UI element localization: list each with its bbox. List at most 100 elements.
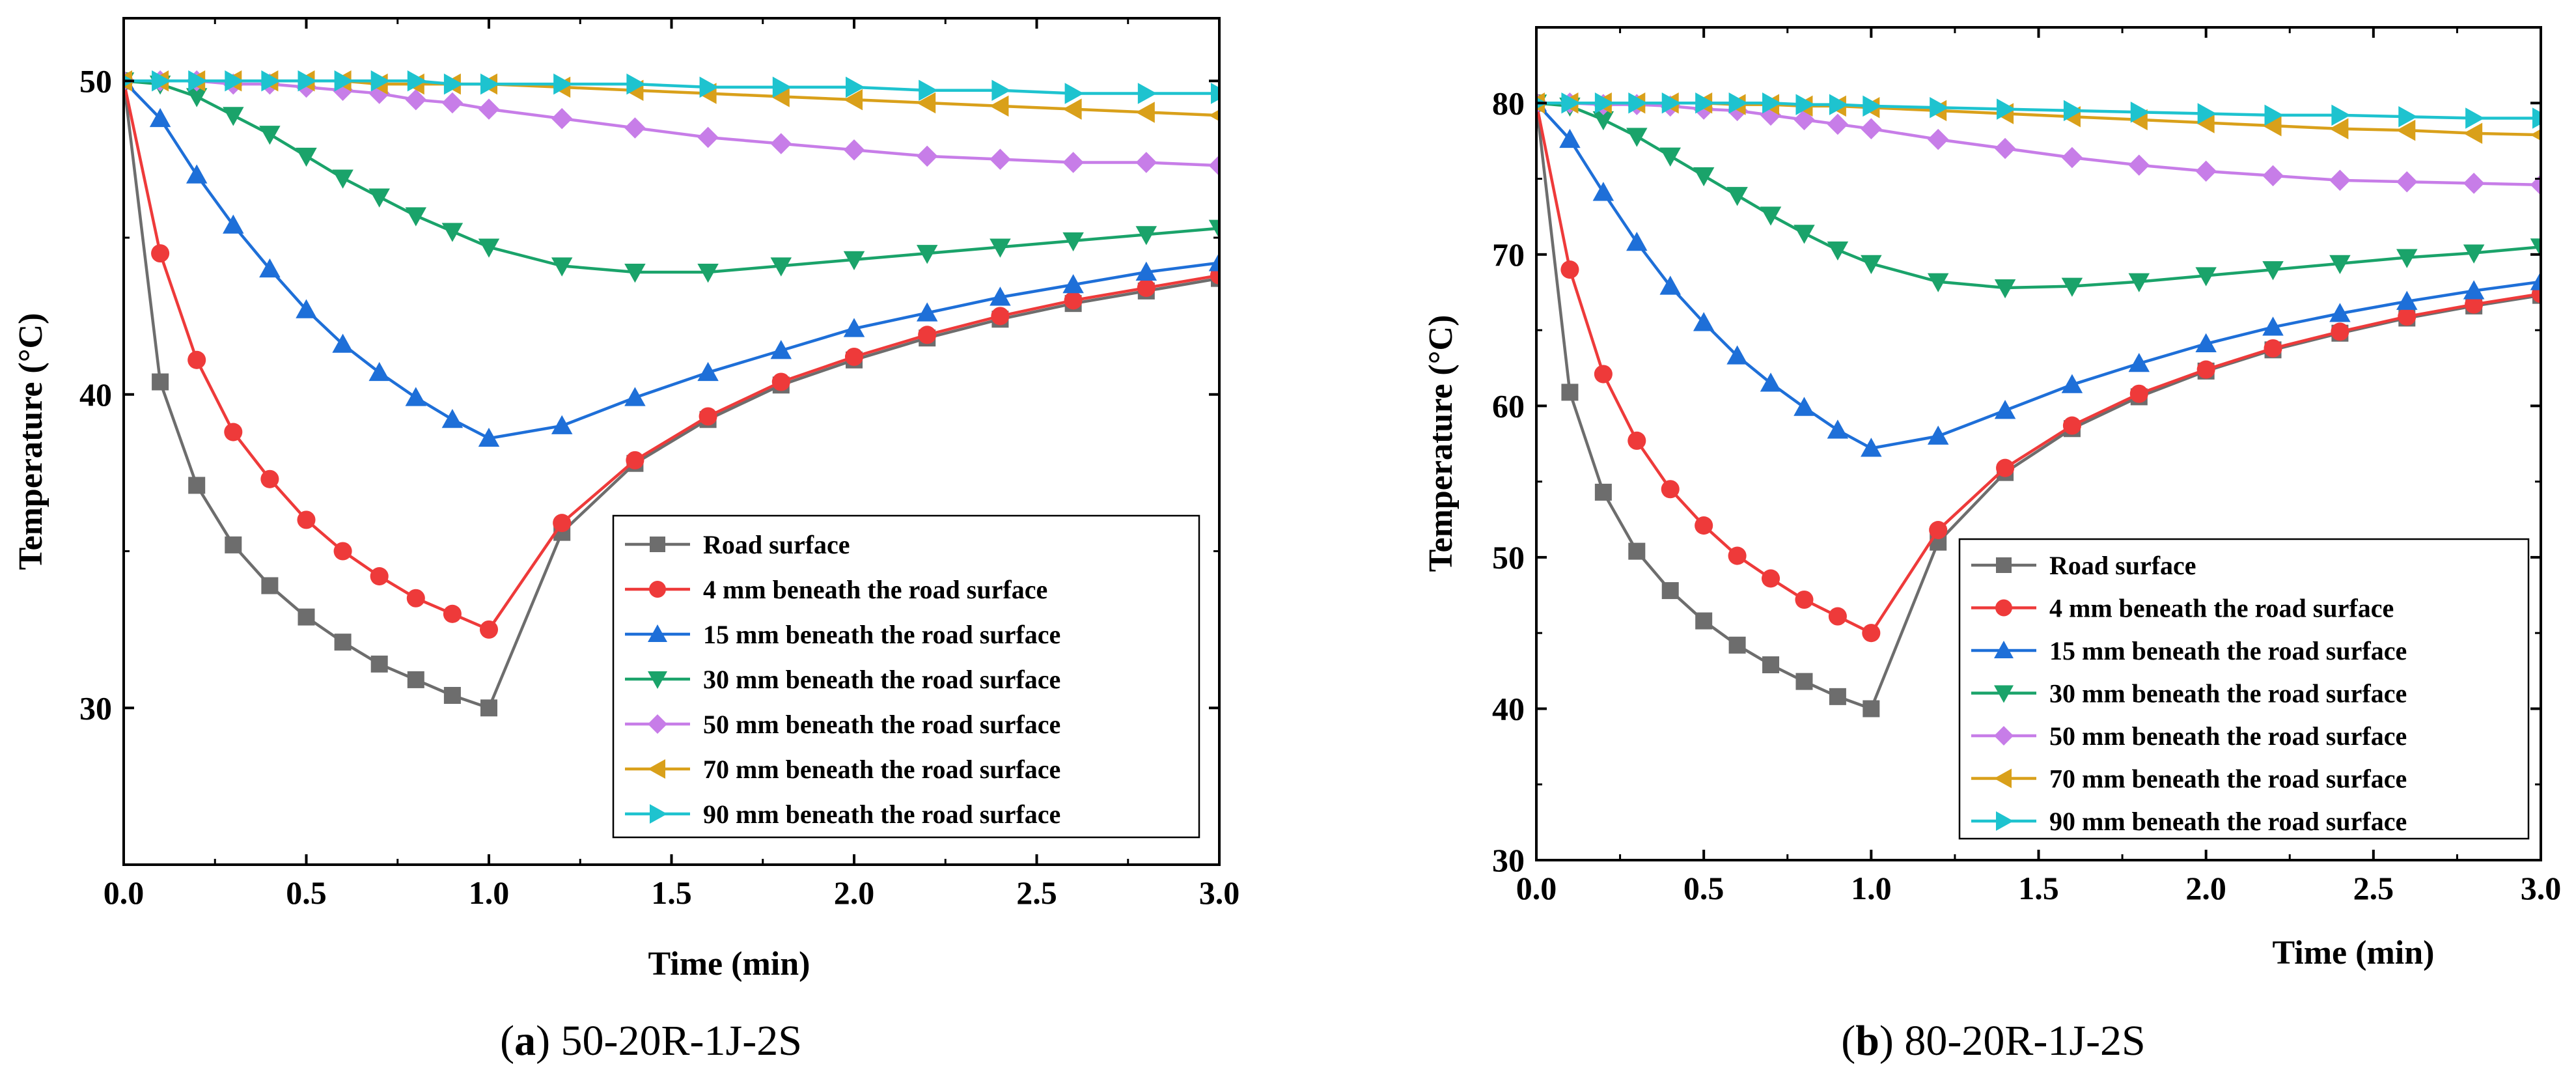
legend-item: 30 mm beneath the road surface xyxy=(1971,679,2407,708)
x-tick-label: 2.0 xyxy=(834,874,875,911)
data-point xyxy=(2396,119,2416,141)
data-point xyxy=(1594,483,1612,501)
data-point xyxy=(990,148,1011,170)
data-point xyxy=(1661,92,1681,114)
data-point xyxy=(2262,261,2284,281)
data-point xyxy=(480,699,497,717)
data-point xyxy=(1827,419,1849,439)
data-point xyxy=(260,469,279,488)
data-point xyxy=(405,387,427,406)
data-point xyxy=(624,264,646,283)
legend-item: 4 mm beneath the road surface xyxy=(625,575,1047,604)
data-point xyxy=(2195,267,2217,286)
series-2 xyxy=(1536,94,2541,643)
data-point xyxy=(186,164,208,184)
data-point xyxy=(1828,607,1847,626)
series-3 xyxy=(1536,92,2541,457)
data-point xyxy=(1760,372,1782,392)
legend-marker xyxy=(1996,811,2014,831)
data-point xyxy=(334,634,352,651)
x-tick-label: 2.5 xyxy=(2353,870,2394,906)
x-tick-label: 0.0 xyxy=(1516,870,1557,906)
x-tick-label: 3.0 xyxy=(2521,870,2562,906)
data-point xyxy=(843,139,865,161)
series-5 xyxy=(1536,92,2541,196)
data-point xyxy=(1728,92,1748,114)
caption-letter: a xyxy=(514,1017,536,1065)
data-point xyxy=(1559,128,1581,148)
data-point xyxy=(1827,241,1849,261)
data-point xyxy=(1695,92,1715,114)
series-4 xyxy=(1536,94,2541,299)
data-point xyxy=(1930,96,1949,119)
data-point xyxy=(1728,636,1746,654)
data-point xyxy=(990,238,1011,258)
data-point xyxy=(406,589,425,607)
y-axis-label: Temperature (°C) xyxy=(1422,315,1460,572)
data-point xyxy=(368,188,390,208)
data-point xyxy=(916,302,938,322)
data-point xyxy=(1929,521,1948,540)
data-point xyxy=(2329,118,2349,140)
data-point xyxy=(2128,353,2150,372)
data-point xyxy=(2463,173,2485,194)
legend-item: Road surface xyxy=(625,530,850,559)
legend-item: 15 mm beneath the road surface xyxy=(1971,636,2407,665)
data-point xyxy=(1659,275,1681,295)
data-point xyxy=(259,258,281,278)
data-point xyxy=(2530,129,2541,141)
data-point xyxy=(2262,115,2282,137)
data-point xyxy=(1861,255,1882,275)
data-point xyxy=(1661,480,1680,499)
x-tick-label: 2.5 xyxy=(1016,874,1057,911)
data-point xyxy=(2196,360,2215,379)
data-point xyxy=(2061,277,2083,297)
figure-caption: (a) 50-20R-1J-2S xyxy=(500,1017,802,1065)
legend-item: 70 mm beneath the road surface xyxy=(625,755,1060,784)
x-tick-label: 1.0 xyxy=(469,874,510,911)
data-point xyxy=(225,536,242,553)
data-point xyxy=(2128,273,2150,292)
legend: Road surface 4 mm beneath the road surfac… xyxy=(1958,538,2530,840)
legend-box xyxy=(1958,538,2530,840)
data-point xyxy=(151,244,170,263)
data-point xyxy=(1695,516,1713,535)
data-point xyxy=(626,451,644,469)
x-tick-label: 1.0 xyxy=(1851,870,1892,906)
data-point xyxy=(296,299,317,318)
data-point xyxy=(551,257,573,277)
data-point xyxy=(2465,107,2485,129)
data-point xyxy=(2396,171,2418,193)
legend-label: 50 mm beneath the road surface xyxy=(703,710,1060,739)
series-6 xyxy=(124,70,1219,123)
legend-marker xyxy=(1996,557,2012,573)
data-point xyxy=(553,514,572,533)
data-point xyxy=(1208,155,1219,176)
legend-marker xyxy=(650,537,665,552)
x-tick-label: 0.5 xyxy=(1683,870,1724,906)
data-point xyxy=(843,251,865,270)
series-line xyxy=(124,79,1219,440)
caption-text: 80-20R-1J-2S xyxy=(1904,1017,2145,1065)
data-point xyxy=(551,415,573,434)
data-point xyxy=(1795,590,1814,609)
data-point xyxy=(1795,673,1813,690)
chart-panel-a: 0.0 0.5 1.0 1.5 2.0 2.5 3.0 30 40 50 Time (min) Tem… xyxy=(12,17,1240,1065)
caption-paren-close: ) xyxy=(1879,1017,1904,1065)
x-tick-label: 2.0 xyxy=(2185,870,2226,906)
caption-paren-open: ( xyxy=(1841,1017,1855,1065)
data-point xyxy=(843,89,863,111)
legend-item: 50 mm beneath the road surface xyxy=(625,710,1060,739)
legend-label: 4 mm beneath the road surface xyxy=(2049,594,2394,623)
legend-item: Road surface xyxy=(1971,551,2196,580)
data-point xyxy=(2463,244,2485,264)
legend-label: 15 mm beneath the road surface xyxy=(703,620,1060,649)
data-point xyxy=(1794,397,1815,416)
data-point xyxy=(224,423,243,441)
legend-item: 4 mm beneath the road surface xyxy=(1971,594,2394,623)
data-point xyxy=(223,214,244,234)
data-point xyxy=(1994,400,2016,419)
data-point xyxy=(2396,249,2418,268)
data-point xyxy=(918,326,937,344)
data-point xyxy=(1064,83,1084,104)
